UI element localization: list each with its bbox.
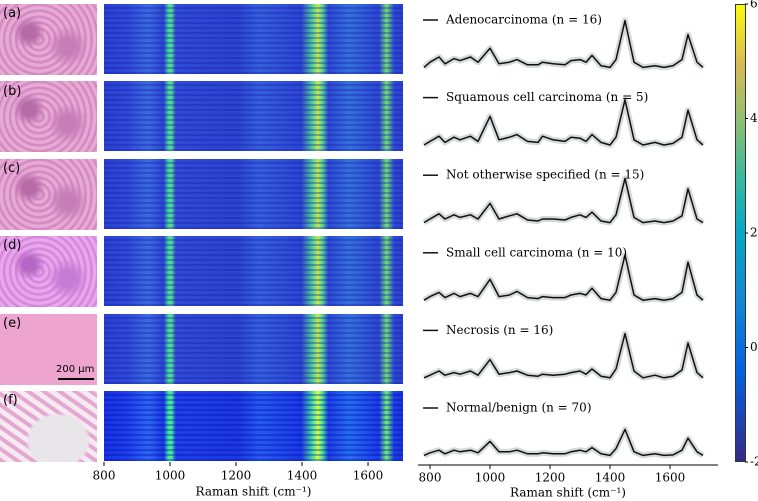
x-axis-label: Raman shift (cm⁻¹) [510, 486, 626, 500]
spectrum-line [423, 332, 704, 379]
panel-label: (f) [3, 393, 18, 408]
panel-label: (a) [3, 6, 22, 21]
heatmap [104, 236, 403, 306]
x-tick-label: 800 [93, 469, 116, 483]
colorbar-tick-label: -2 [750, 455, 758, 469]
spectrum-line [423, 254, 704, 301]
spectrum-line [423, 99, 704, 146]
x-tick-label: 1400 [595, 471, 626, 485]
heatmap [104, 4, 403, 74]
scale-bar [58, 378, 94, 380]
colorbar-tick-label: 4 [750, 111, 758, 125]
colorbar-tick-label: 6 [750, 0, 758, 11]
heatmap [104, 81, 403, 151]
heatmap [104, 314, 403, 384]
x-axis-label: Raman shift (cm⁻¹) [196, 485, 312, 499]
legend-label: Adenocarcinoma (n = 16) [445, 13, 602, 27]
heatmap [104, 391, 403, 461]
spectrum-line [423, 428, 704, 457]
colorbar-tick-label: 2 [750, 226, 758, 240]
panel-label: (b) [3, 84, 22, 99]
spectrum-line [423, 19, 704, 69]
legend-label: Small cell carcinoma (n = 10) [446, 245, 627, 259]
histology-image [0, 4, 97, 75]
x-tick-label: 1400 [287, 469, 318, 483]
x-tick-label: 1000 [475, 471, 506, 485]
heatmap [104, 159, 403, 229]
histology-image [0, 236, 97, 307]
x-tick-label: 1600 [655, 471, 686, 485]
panel-label: (c) [3, 161, 21, 176]
histology-image [0, 159, 97, 230]
spectrum-line [423, 177, 704, 224]
spectrum-band [422, 252, 705, 304]
panel-label: (e) [3, 316, 22, 331]
histology-image [0, 314, 97, 385]
spectrum-band [422, 330, 705, 381]
spectrum-band [422, 17, 705, 71]
x-tick-label: 1200 [535, 471, 566, 485]
histology-image [0, 391, 97, 462]
legend-label: Normal/benign (n = 70) [446, 401, 592, 415]
histology-image [0, 81, 97, 152]
colorbar-tick-label: 0 [750, 340, 758, 354]
x-tick-label: 800 [419, 471, 442, 485]
x-tick-label: 1600 [353, 469, 384, 483]
panel-label: (d) [3, 238, 22, 253]
legend-label: Not otherwise specified (n = 15) [446, 168, 644, 182]
scale-bar-label: 200 μm [56, 364, 95, 375]
legend-label: Squamous cell carcinoma (n = 5) [446, 90, 648, 104]
x-tick-label: 1000 [155, 469, 186, 483]
x-tick-label: 1200 [221, 469, 252, 483]
legend-label: Necrosis (n = 16) [446, 323, 553, 337]
